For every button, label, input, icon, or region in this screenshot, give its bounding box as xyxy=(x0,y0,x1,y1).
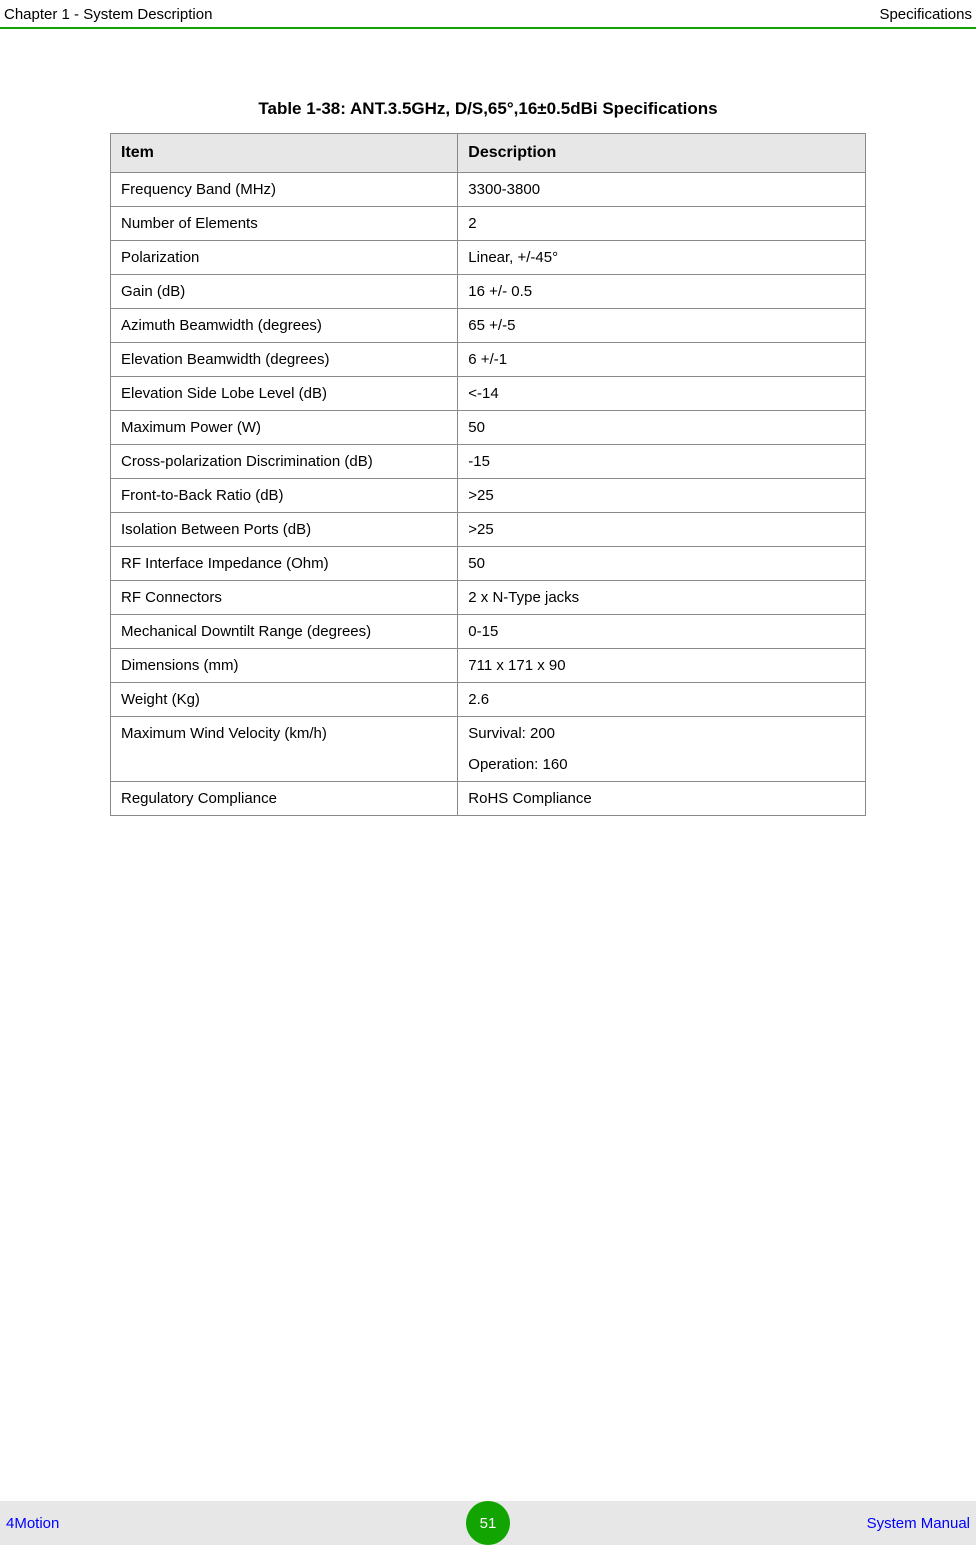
footer-right: System Manual xyxy=(867,1515,970,1532)
cell-description: 65 +/-5 xyxy=(458,309,866,343)
cell-description-line: Survival: 200 xyxy=(468,725,855,742)
table-title: Table 1-38: ANT.3.5GHz, D/S,65°,16±0.5dB… xyxy=(110,99,866,119)
footer-left: 4Motion xyxy=(6,1515,59,1532)
cell-item: Weight (Kg) xyxy=(111,683,458,717)
cell-description: Survival: 200 Operation: 160 xyxy=(458,717,866,782)
cell-description: 6 +/-1 xyxy=(458,343,866,377)
content-area: Table 1-38: ANT.3.5GHz, D/S,65°,16±0.5dB… xyxy=(0,29,976,816)
cell-item: Frequency Band (MHz) xyxy=(111,173,458,207)
table-row: Elevation Side Lobe Level (dB)<-14 xyxy=(111,377,866,411)
table-row: Maximum Wind Velocity (km/h)Survival: 20… xyxy=(111,717,866,782)
cell-item: RF Connectors xyxy=(111,581,458,615)
cell-description: -15 xyxy=(458,445,866,479)
cell-item: RF Interface Impedance (Ohm) xyxy=(111,547,458,581)
cell-item: Dimensions (mm) xyxy=(111,649,458,683)
table-row: Cross-polarization Discrimination (dB)-1… xyxy=(111,445,866,479)
table-row: Number of Elements2 xyxy=(111,207,866,241)
cell-item: Elevation Beamwidth (degrees) xyxy=(111,343,458,377)
cell-description: 50 xyxy=(458,411,866,445)
page-number-badge: 51 xyxy=(466,1501,510,1545)
cell-item: Maximum Wind Velocity (km/h) xyxy=(111,717,458,782)
table-row: Elevation Beamwidth (degrees)6 +/-1 xyxy=(111,343,866,377)
page-footer: 4Motion 51 System Manual xyxy=(0,1501,976,1545)
cell-description: RoHS Compliance xyxy=(458,782,866,816)
cell-description: 2.6 xyxy=(458,683,866,717)
table-row: Gain (dB)16 +/- 0.5 xyxy=(111,275,866,309)
cell-item: Isolation Between Ports (dB) xyxy=(111,513,458,547)
cell-item: Mechanical Downtilt Range (degrees) xyxy=(111,615,458,649)
table-row: Dimensions (mm)711 x 171 x 90 xyxy=(111,649,866,683)
cell-description: 0-15 xyxy=(458,615,866,649)
table-row: RF Connectors2 x N-Type jacks xyxy=(111,581,866,615)
cell-description-line: Operation: 160 xyxy=(468,756,855,773)
col-header-item: Item xyxy=(111,134,458,173)
cell-description: 16 +/- 0.5 xyxy=(458,275,866,309)
table-row: Azimuth Beamwidth (degrees)65 +/-5 xyxy=(111,309,866,343)
cell-description: 711 x 171 x 90 xyxy=(458,649,866,683)
header-right: Specifications xyxy=(879,6,972,23)
col-header-description: Description xyxy=(458,134,866,173)
cell-description: 2 x N-Type jacks xyxy=(458,581,866,615)
table-row: Maximum Power (W)50 xyxy=(111,411,866,445)
table-header-row: Item Description xyxy=(111,134,866,173)
cell-item: Polarization xyxy=(111,241,458,275)
table-row: Regulatory ComplianceRoHS Compliance xyxy=(111,782,866,816)
cell-description: 3300-3800 xyxy=(458,173,866,207)
cell-description: 2 xyxy=(458,207,866,241)
table-row: RF Interface Impedance (Ohm)50 xyxy=(111,547,866,581)
cell-item: Elevation Side Lobe Level (dB) xyxy=(111,377,458,411)
cell-description: >25 xyxy=(458,513,866,547)
table-row: Mechanical Downtilt Range (degrees)0-15 xyxy=(111,615,866,649)
cell-item: Azimuth Beamwidth (degrees) xyxy=(111,309,458,343)
header-left: Chapter 1 - System Description xyxy=(4,6,212,23)
table-row: Front-to-Back Ratio (dB)>25 xyxy=(111,479,866,513)
cell-item: Number of Elements xyxy=(111,207,458,241)
spec-table: Item Description Frequency Band (MHz)330… xyxy=(110,133,866,816)
cell-item: Gain (dB) xyxy=(111,275,458,309)
cell-item: Maximum Power (W) xyxy=(111,411,458,445)
cell-item: Front-to-Back Ratio (dB) xyxy=(111,479,458,513)
cell-description: <-14 xyxy=(458,377,866,411)
cell-description: 50 xyxy=(458,547,866,581)
cell-item: Cross-polarization Discrimination (dB) xyxy=(111,445,458,479)
table-row: Isolation Between Ports (dB)>25 xyxy=(111,513,866,547)
table-row: Frequency Band (MHz)3300-3800 xyxy=(111,173,866,207)
cell-description: Linear, +/-45° xyxy=(458,241,866,275)
page-header: Chapter 1 - System Description Specifica… xyxy=(0,0,976,29)
table-row: PolarizationLinear, +/-45° xyxy=(111,241,866,275)
cell-item: Regulatory Compliance xyxy=(111,782,458,816)
table-row: Weight (Kg)2.6 xyxy=(111,683,866,717)
cell-description: >25 xyxy=(458,479,866,513)
